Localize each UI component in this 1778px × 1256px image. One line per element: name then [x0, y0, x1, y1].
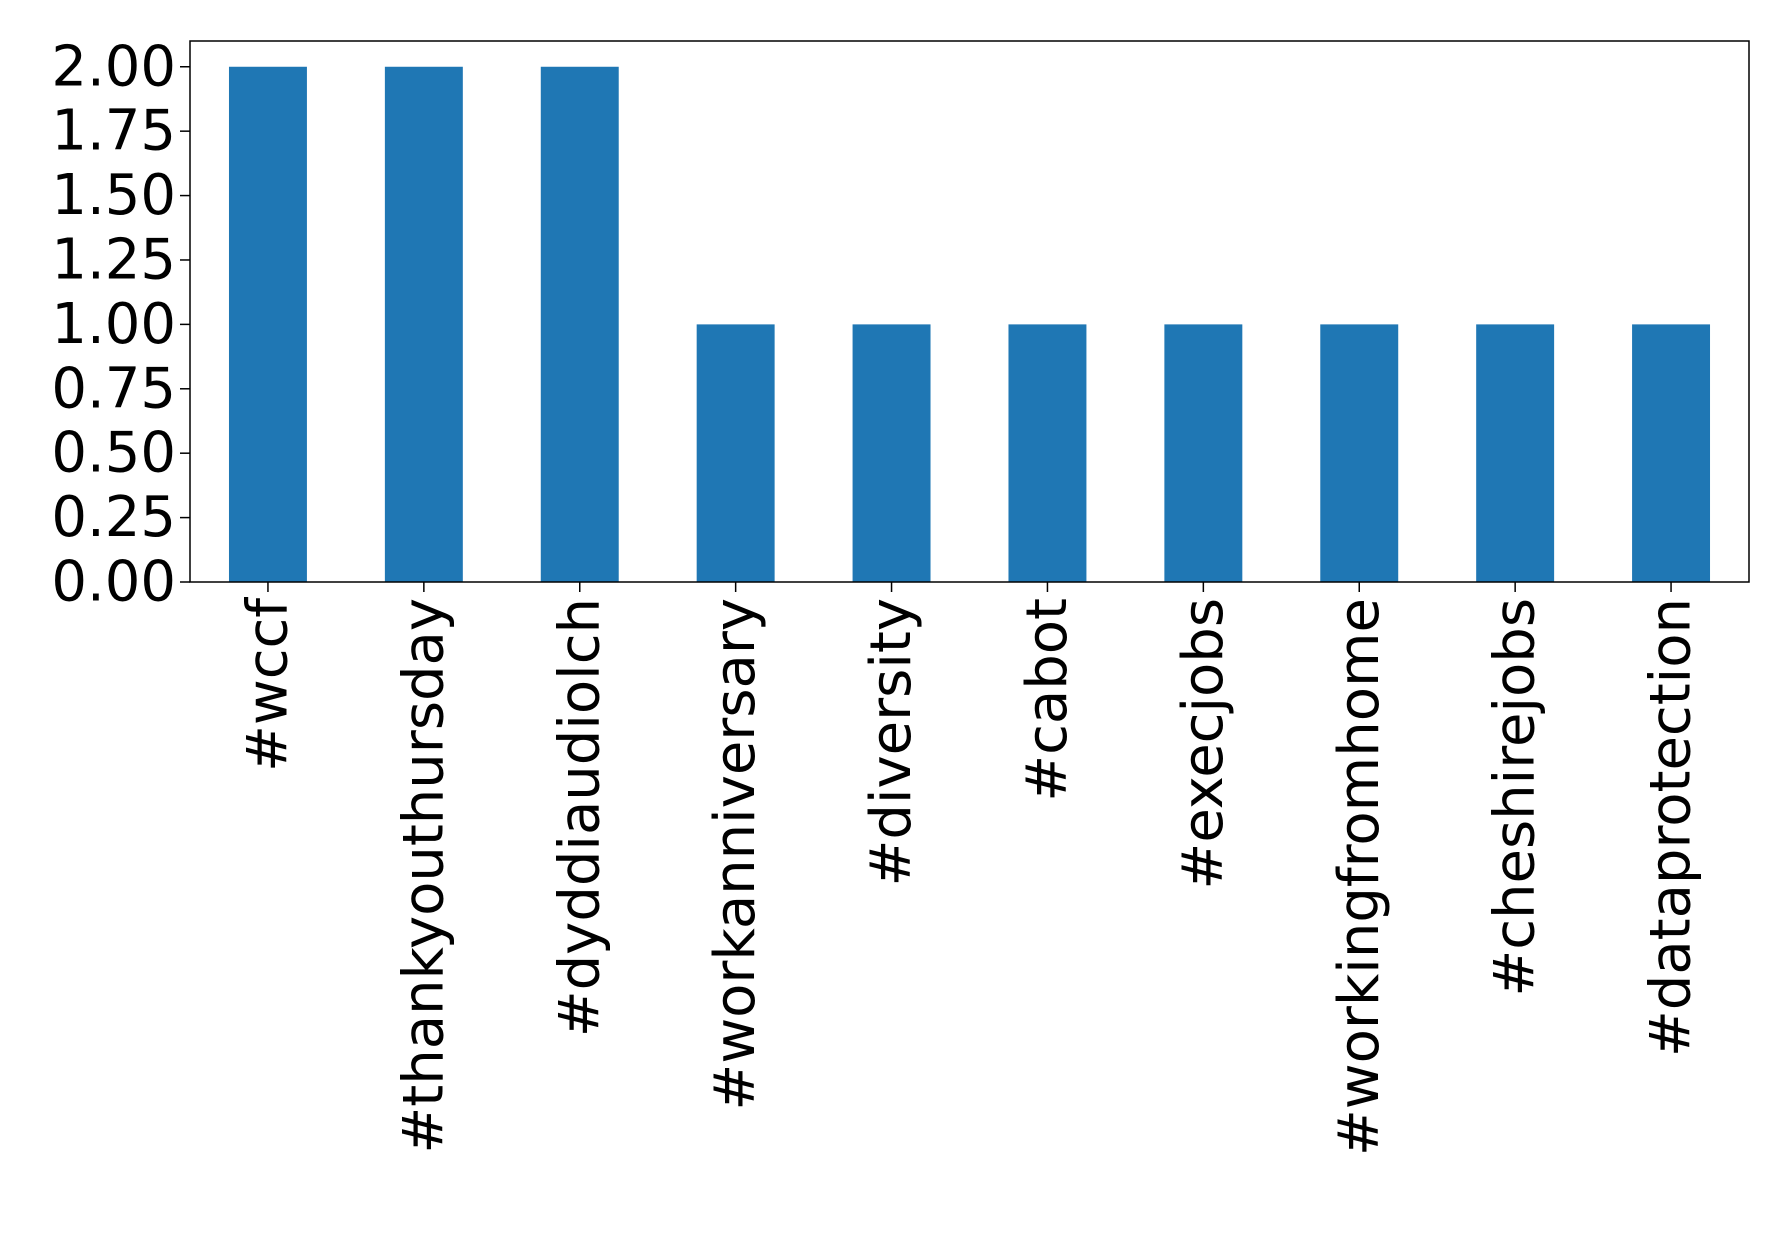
- y-tick-label: 1.00: [51, 292, 176, 357]
- x-tick-label: #cabot: [1015, 598, 1080, 802]
- y-tick-label: 2.00: [51, 34, 176, 99]
- x-tick-label: #cheshirejobs: [1483, 598, 1548, 997]
- x-tick-label: #thankyouthursday: [391, 598, 456, 1154]
- y-tick-label: 0.50: [51, 421, 176, 486]
- x-tick-label: #diversity: [859, 598, 924, 886]
- y-tick-label: 0.00: [51, 550, 176, 615]
- x-axis: #wccf #thankyouthursday #dyddiaudiolch #wor…: [235, 582, 1704, 1156]
- x-tick-label: #dataprotection: [1639, 598, 1704, 1057]
- y-tick-label: 1.50: [51, 163, 176, 228]
- bar: [384, 66, 463, 582]
- plot-frame: [189, 40, 1750, 583]
- bars-layer: [228, 66, 1711, 582]
- x-tick-label: #workingfromhome: [1327, 598, 1392, 1156]
- bar: [1632, 324, 1711, 582]
- x-tick-label: #execjobs: [1171, 598, 1236, 890]
- bar: [1476, 324, 1555, 582]
- x-tick-label: #workanniversary: [703, 598, 768, 1111]
- y-tick-label: 1.25: [51, 227, 176, 292]
- bar: [852, 324, 931, 582]
- y-tick-label: 1.75: [51, 99, 176, 164]
- bar: [228, 66, 307, 582]
- bar: [1164, 324, 1243, 582]
- x-tick-label: #dyddiaudiolch: [547, 598, 612, 1037]
- bar: [1320, 324, 1399, 582]
- x-tick-label: #wccf: [235, 597, 300, 772]
- y-tick-label: 0.25: [51, 485, 176, 550]
- bar: [540, 66, 619, 582]
- bar: [696, 324, 775, 582]
- y-axis: 0.000.250.500.751.001.251.501.752.00: [51, 34, 190, 615]
- y-tick-label: 0.75: [51, 356, 176, 421]
- bar: [1008, 324, 1087, 582]
